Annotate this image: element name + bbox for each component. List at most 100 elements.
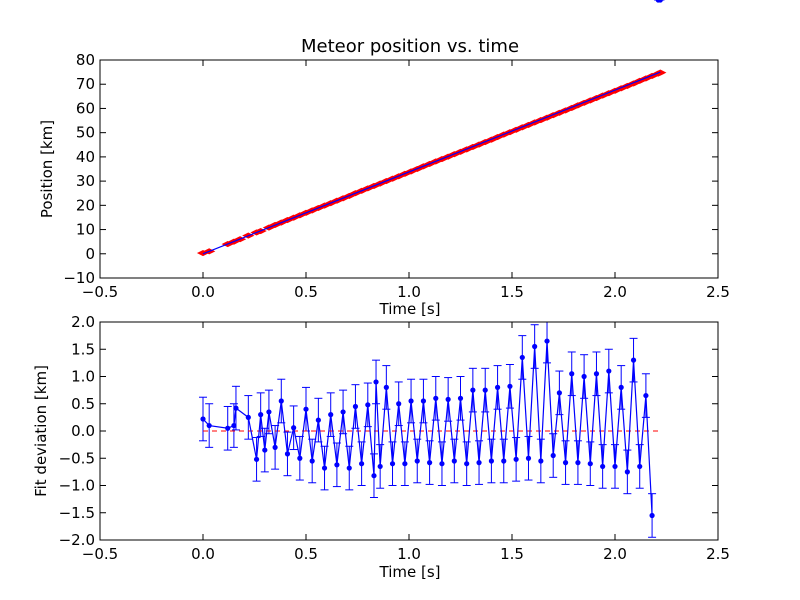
deviation-point: [284, 451, 291, 457]
deviation-point: [581, 373, 587, 380]
y-tick-label: 30: [76, 172, 95, 190]
deviation-point: [373, 379, 379, 385]
deviation-point: [618, 384, 624, 390]
deviation-point: [470, 387, 476, 393]
x-tick-label: 0.5: [294, 545, 318, 563]
deviation-point: [346, 465, 352, 471]
deviation-point: [575, 460, 581, 466]
deviation-point: [494, 384, 501, 390]
deviation-point: [507, 383, 513, 389]
deviation-point: [556, 390, 562, 396]
deviation-point: [291, 425, 297, 431]
deviation-point: [334, 462, 340, 468]
x-tick-label: 1.5: [500, 283, 524, 301]
chart-title: Meteor position vs. time: [301, 36, 519, 57]
deviation-point: [253, 456, 260, 462]
deviation-point: [315, 417, 321, 423]
deviation-point: [532, 343, 538, 350]
deviation-point: [637, 463, 643, 470]
deviation-point: [464, 461, 470, 467]
deviation-point: [340, 409, 346, 415]
deviation-point: [525, 455, 532, 461]
deviation-point: [519, 354, 525, 361]
deviation-point: [297, 455, 303, 461]
y-tick-label: 50: [76, 124, 95, 142]
deviation-point: [544, 338, 550, 344]
x-tick-label: 0.0: [191, 545, 215, 563]
deviation-point: [569, 371, 575, 377]
deviation-axes: −0.5 0.0 0.5 1.0 1.5 2.0 2.5 −2.0 −1.5 −1.0 −0.5 0.…: [59, 313, 730, 563]
deviation-point: [427, 460, 433, 466]
deviation-point: [231, 422, 237, 429]
x-tick-label: −0.5: [82, 545, 118, 563]
y-axis-title: Position [km]: [38, 120, 56, 218]
deviation-point: [352, 403, 359, 410]
x-tick-label: 2.5: [706, 545, 730, 563]
deviation-point: [606, 368, 612, 374]
deviation-point: [408, 398, 414, 404]
deviation-point: [200, 416, 206, 422]
y-tick-label: 1.5: [71, 340, 95, 358]
deviation-point: [643, 392, 649, 399]
y-tick-label: −2.0: [59, 531, 95, 549]
deviation-point: [476, 460, 482, 466]
deviation-point: [439, 461, 445, 467]
x-tick-label: 2.0: [603, 283, 627, 301]
y-tick-label: 0.0: [71, 422, 95, 440]
deviation-point: [451, 458, 457, 464]
deviation-point: [206, 422, 212, 429]
deviation-point: [538, 458, 544, 464]
deviation-point: [383, 384, 389, 390]
x-tick-label: 1.0: [397, 283, 421, 301]
deviation-point: [321, 465, 328, 471]
x-tick-label: 1.5: [500, 545, 524, 563]
deviation-chart: −0.5 0.0 0.5 1.0 1.5 2.0 2.5 −2.0 −1.5 −1.0 −0.5 0.…: [32, 0, 730, 581]
x-tick-label: 0.5: [294, 283, 318, 301]
deviation-point: [245, 414, 251, 420]
x-tick-label: −0.5: [82, 283, 118, 301]
deviation-point: [262, 447, 268, 453]
deviation-point: [562, 460, 569, 466]
deviation-point: [657, 0, 663, 3]
deviation-point: [303, 406, 309, 412]
y-tick-label: −0.5: [59, 449, 95, 467]
position-axes: −0.5 0.0 0.5 1.0 1.5 2.0 2.5 −10 0 10 20 30 40 50 60 70…: [63, 51, 730, 301]
y-tick-label: 1.0: [71, 368, 95, 386]
y-tick-label: 0: [85, 245, 95, 263]
deviation-point: [377, 463, 383, 470]
deviation-point: [309, 458, 315, 464]
deviation-point: [258, 412, 264, 418]
deviation-point: [550, 452, 556, 459]
deviation-point: [278, 398, 284, 404]
position-marks: [196, 69, 667, 257]
deviation-point: [488, 458, 494, 464]
y-tick-label: 0.5: [71, 395, 95, 413]
deviation-point: [501, 458, 507, 464]
fit-line: [202, 71, 661, 255]
x-tick-label: 2.0: [603, 545, 627, 563]
deviation-point: [482, 387, 488, 393]
y-tick-label: 10: [76, 221, 95, 239]
y-tick-label: 60: [76, 99, 95, 117]
deviation-point: [225, 425, 231, 431]
deviation-point: [593, 371, 600, 377]
deviation-point: [414, 458, 420, 464]
deviation-point: [233, 405, 239, 411]
deviation-point: [624, 469, 630, 475]
deviation-point: [328, 412, 334, 418]
y-tick-label: −1.0: [59, 477, 95, 495]
deviation-point: [266, 409, 272, 415]
y-tick-label: 2.0: [71, 313, 95, 331]
deviation-point: [612, 463, 618, 470]
deviation-point: [600, 463, 606, 470]
deviation-point: [396, 401, 402, 407]
deviation-point: [587, 461, 593, 467]
deviation-point: [420, 398, 427, 404]
y-tick-label: 20: [76, 196, 95, 214]
deviation-point: [649, 512, 655, 519]
deviation-point: [272, 444, 278, 450]
y-tick-label: 70: [76, 75, 95, 93]
x-tick-label: 1.0: [397, 545, 421, 563]
x-axis-title: Time [s]: [379, 300, 441, 318]
